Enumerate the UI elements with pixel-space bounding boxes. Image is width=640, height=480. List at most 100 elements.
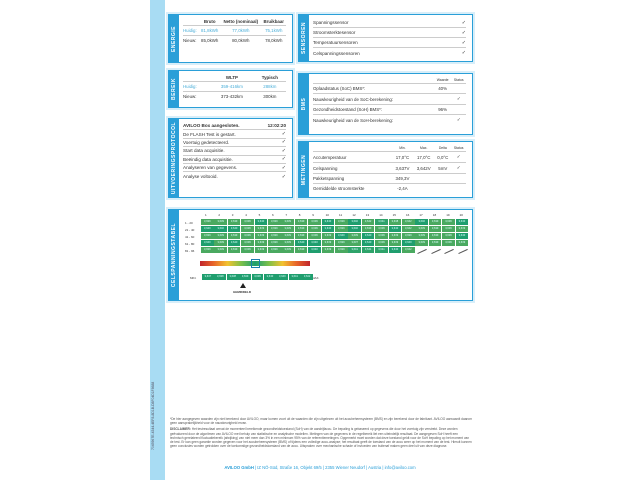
table-cell: ✓ [456,154,461,159]
protocol-step: Voertuig gedetecteerd. ✓ [183,139,286,148]
cell-voltage: 3,640 [254,219,268,225]
cell-voltage: 3,641 [361,247,375,253]
column-header: Status [453,78,464,82]
cell-voltage: 3,639 [241,219,254,225]
cell-voltage: 3,639 [375,240,388,246]
scale-cell: 3,638 [226,274,239,280]
cell-voltage: 3,640 [201,240,214,246]
column-label: 2 [218,213,221,217]
table-cell: 96% [438,107,447,112]
sensor-item: Stroomsterktesensor ✓ [313,28,466,38]
cell-voltage: 3,640 [321,219,335,225]
table-cell: 85,0kWh [201,38,219,43]
sensoren-section: SENSOREN Spanningssensor ✓ Stroomsterktese… [298,14,473,62]
table-cell: ✓ [456,117,461,122]
cell-voltage: 3,639 [227,233,241,239]
table-cell [413,174,434,184]
table-row: Oplaadstatus (SoC) BMS*: 40% [313,83,466,94]
cell-voltage: 3,639 [201,233,214,239]
section-label: ENERGIE [169,15,179,62]
column-header: Waarde [436,78,449,82]
cell-voltage: 3,639 [361,226,375,232]
protocol-title: AVILOO Box aangesloten. [183,123,240,129]
cell-voltage: 3,639 [254,233,268,239]
row-label: 41 - 60 [185,234,195,239]
column-label: 15 [392,213,396,217]
average-marker-icon [240,283,246,288]
table-cell: 373-432km [220,94,243,99]
cell-voltage: 3,640 [415,219,428,225]
cell-voltage: 3,640 [361,240,375,246]
cell-voltage: 3,639 [294,233,308,239]
table-cell: Huidig: [183,84,197,89]
check-icon: ✓ [461,50,466,56]
table-cell [434,174,451,184]
cell-voltage: 3,639 [201,219,214,225]
cell-voltage: 3,639 [281,233,294,239]
row-label: 81 - 96 [185,248,195,253]
column-header: Min. [399,146,406,150]
protocol-step: Analyseren van gegevens. ✓ [183,164,286,173]
footer-notes: *De hier aangegeven waarden zijn niet be… [170,417,472,450]
cell-voltage: 3,640 [361,233,375,239]
cell-voltage: 3,639 [227,219,241,225]
cell-voltage: 3,639 [455,240,469,246]
bms-section: BMS Waarde Status Oplaadstatus (SoC) BMS*:… [298,73,473,135]
table-row: Huidig: 359-416km 288km [183,81,286,92]
column-label: 16 [406,213,410,217]
cell-voltage: 3,639 [375,233,388,239]
table-cell: Nauwkeurigheid van de SoC-berekening: [313,96,394,102]
table-row: Gemiddelde stroomsterkte -2,4A [313,183,466,194]
table-row: Nieuw: 373-432km 300km [183,91,286,102]
table-cell: 40% [438,86,447,91]
table-cell [413,184,434,194]
table-cell: 77,0kWh [232,28,250,33]
column-label: 17 [419,213,423,217]
column-label: 4 [245,213,247,217]
table-cell: 75,1kWh [265,28,283,33]
cell-voltage: 3,639 [428,219,442,225]
range-marker [251,259,260,268]
bms-table: Waarde Status Oplaadstatus (SoC) BMS*: 40% N… [313,77,466,125]
scale-cell: 3,637 [202,274,214,280]
table-cell: Celspanning [313,165,338,171]
table-cell: 0,0°C [437,154,449,160]
cell-voltage: 3,640 [348,219,361,225]
table-cell: 349,3V [395,176,410,181]
scale-cell: 3,638 [214,274,227,280]
sensor-item: Celspanningssensoren ✓ [313,50,466,56]
table-cell: 3,642V [416,165,431,171]
table-cell: Nieuw: [183,38,197,43]
cell-voltage: 3,639 [254,240,268,246]
document-id: 7045967E-4344-4EF8-8D1B-D8F04D1F8688 [151,381,155,450]
cell-voltage: 3,639 [241,247,254,253]
cell-voltage: 3,639 [308,233,321,239]
check-icon: ✓ [281,173,286,180]
cell-voltage: 3,639 [415,233,428,239]
cell-voltage: 3,642 [402,219,415,225]
cell-voltage: 3,639 [294,226,308,232]
cell-voltage: 3,639 [335,240,348,246]
column-header: WLTP [225,75,238,80]
protocol-section: UITVOERINGSPROTOCOL AVILOO Box aangeslot… [168,118,293,198]
column-header: Bruikbaar [263,19,284,24]
cell-voltage: 3,640 [455,233,469,239]
cell-voltage: 3,641 [348,247,361,253]
cell-voltage: 3,640 [388,247,402,253]
cell-voltage: 3,639 [321,240,335,246]
cell-voltage: 3,639 [254,247,268,253]
table-cell: 359-416km [220,84,243,89]
column-label: 14 [379,213,383,217]
cell-voltage: 3,639 [388,233,402,239]
column-label: 13 [365,213,370,217]
scale-cell: 3,641 [288,274,301,280]
cell-voltage: 3,640 [402,240,415,246]
cell-voltage: 3,639 [442,240,455,246]
cell-voltage: 3,640 [227,226,241,232]
check-icon: ✓ [281,139,286,146]
protocol-time: 12:02:20 [267,123,286,129]
cell-voltage: 3,639 [281,226,294,232]
column-header: Max. [420,146,428,150]
average-label: GEMIDDELD [233,290,251,294]
table-cell: 78,0kWh [265,38,283,43]
